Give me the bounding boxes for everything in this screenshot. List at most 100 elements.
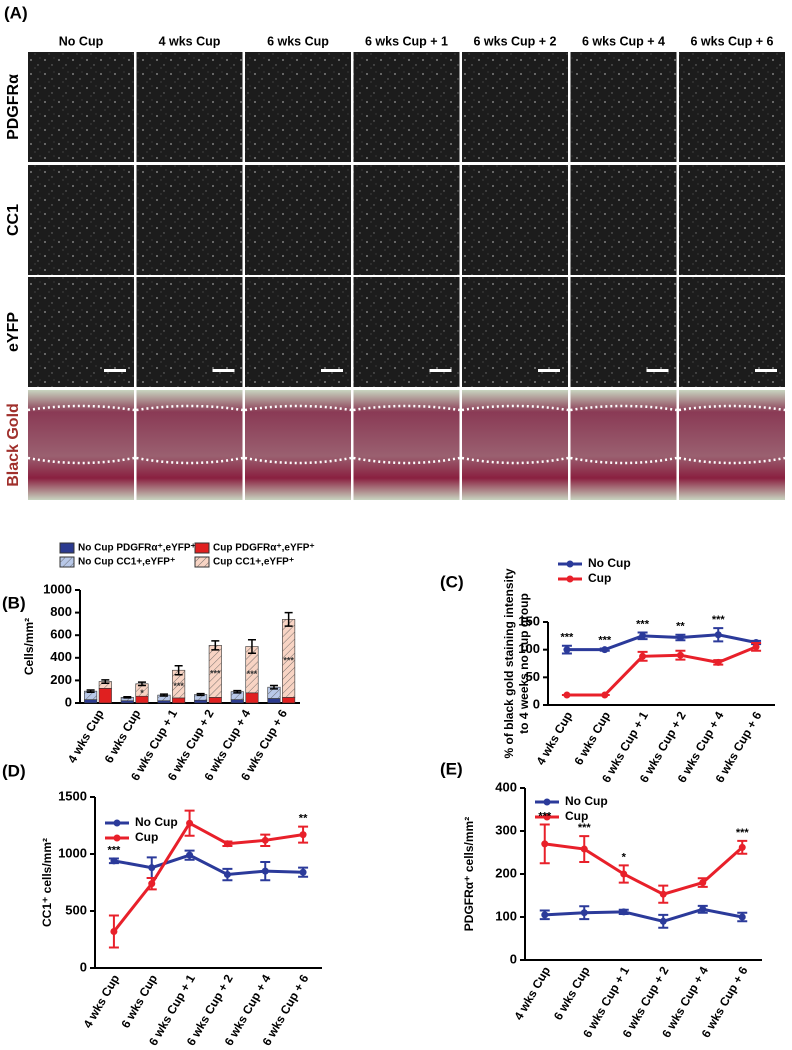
marker xyxy=(223,840,231,848)
marker xyxy=(659,890,667,898)
marker xyxy=(601,646,609,654)
series-line xyxy=(544,842,744,896)
bar-hatch xyxy=(121,697,134,701)
micrograph xyxy=(245,52,351,162)
marker xyxy=(299,831,307,839)
legend-swatch-hatch xyxy=(60,557,74,567)
y-axis-label: % of black gold staining intensity xyxy=(502,568,516,758)
y-tick-label: 200 xyxy=(495,865,517,880)
micrograph xyxy=(462,165,568,275)
annotation: *** xyxy=(578,822,592,834)
error-bar xyxy=(123,696,132,699)
error-bar xyxy=(196,692,205,697)
error-bar xyxy=(86,689,95,694)
error-bar xyxy=(247,638,256,655)
annotation: *** xyxy=(736,827,750,839)
annotation: *** xyxy=(538,810,552,822)
marker xyxy=(261,867,269,875)
annotation: *** xyxy=(598,634,612,646)
bar-hatch xyxy=(99,681,112,689)
error-bar xyxy=(284,611,293,627)
marker xyxy=(148,864,156,872)
legend-label: Cup PDGFRα⁺,eYFP⁺ xyxy=(213,543,315,554)
marker xyxy=(563,646,571,654)
marker xyxy=(148,880,156,888)
micrograph xyxy=(679,277,785,387)
y-tick-label: 200 xyxy=(50,672,72,687)
marker xyxy=(110,857,118,865)
boundary xyxy=(353,404,460,412)
boundary xyxy=(244,404,352,412)
scale-bar xyxy=(538,369,560,372)
y-axis-label: PDGFRα⁺ cells/mm² xyxy=(462,817,476,931)
y-tick-label: 100 xyxy=(518,641,540,656)
micrograph xyxy=(136,52,243,162)
panel-label: (B) xyxy=(2,593,26,612)
marker xyxy=(676,651,684,659)
series-line xyxy=(544,907,743,923)
column-header: 6 wks Cup xyxy=(267,34,329,48)
bar-segment xyxy=(194,699,208,704)
x-tick-label: 4 wks Cup xyxy=(511,964,553,1022)
marker xyxy=(299,868,307,876)
bar-hatch xyxy=(282,619,295,698)
marker xyxy=(659,917,667,925)
annotation: *** xyxy=(107,844,121,856)
y-tick-label: 50 xyxy=(526,669,540,684)
error-bar xyxy=(174,664,183,676)
annotation: *** xyxy=(560,632,574,644)
y-tick-label: 1000 xyxy=(58,845,87,860)
micrograph xyxy=(353,165,460,275)
micrograph xyxy=(679,165,785,275)
series-line xyxy=(112,821,304,933)
y-axis-label: CC1⁺ cells/mm² xyxy=(40,838,54,927)
y-tick-label: 0 xyxy=(533,696,540,711)
boundary xyxy=(353,456,460,465)
marker xyxy=(261,836,269,844)
row-label: CC1 xyxy=(5,204,22,236)
scale-bar xyxy=(212,369,235,372)
marker xyxy=(714,631,722,639)
micrograph xyxy=(353,52,460,162)
y-tick-label: 0 xyxy=(65,694,72,709)
micrograph xyxy=(28,390,134,500)
bar-hatch xyxy=(231,691,244,700)
legend-marker xyxy=(566,560,574,568)
micrograph xyxy=(462,52,568,162)
row-label: eYFP xyxy=(5,312,22,352)
micrograph xyxy=(570,277,677,387)
legend-label: Cup xyxy=(565,809,588,823)
bar-segment xyxy=(98,688,112,704)
panel-label: (A) xyxy=(4,3,28,22)
scale-bar xyxy=(321,369,343,372)
annotation: *** xyxy=(636,618,650,630)
micrograph xyxy=(136,390,243,500)
panel-label: (C) xyxy=(440,572,464,591)
bar-segment xyxy=(120,700,134,704)
column-header: 6 wks Cup + 2 xyxy=(473,34,556,48)
legend-label: Cup xyxy=(588,571,611,585)
scale-bar xyxy=(429,369,452,372)
legend-marker xyxy=(543,813,551,821)
x-tick-label: 6 wks Cup xyxy=(118,972,160,1030)
error-bar xyxy=(211,640,220,651)
y-tick-label: 0 xyxy=(80,959,87,974)
y-tick-label: 500 xyxy=(65,902,87,917)
row-label: Black Gold xyxy=(5,403,22,487)
boundary xyxy=(136,404,243,412)
micrograph xyxy=(245,165,351,275)
x-tick-label: 4 wks Cup xyxy=(80,972,122,1030)
marker xyxy=(620,908,628,916)
annotation: *** xyxy=(247,669,258,679)
legend-swatch xyxy=(194,542,210,554)
micrograph xyxy=(28,277,134,387)
bar-segment xyxy=(230,699,244,704)
x-tick-label: 6 wks Cup xyxy=(571,709,613,767)
y-tick-label: 1500 xyxy=(58,788,87,803)
x-tick-label: 4 wks Cup xyxy=(65,707,107,765)
marker xyxy=(563,691,571,699)
bar-segment xyxy=(172,697,186,704)
bar-segment xyxy=(282,697,296,704)
marker xyxy=(186,819,194,827)
